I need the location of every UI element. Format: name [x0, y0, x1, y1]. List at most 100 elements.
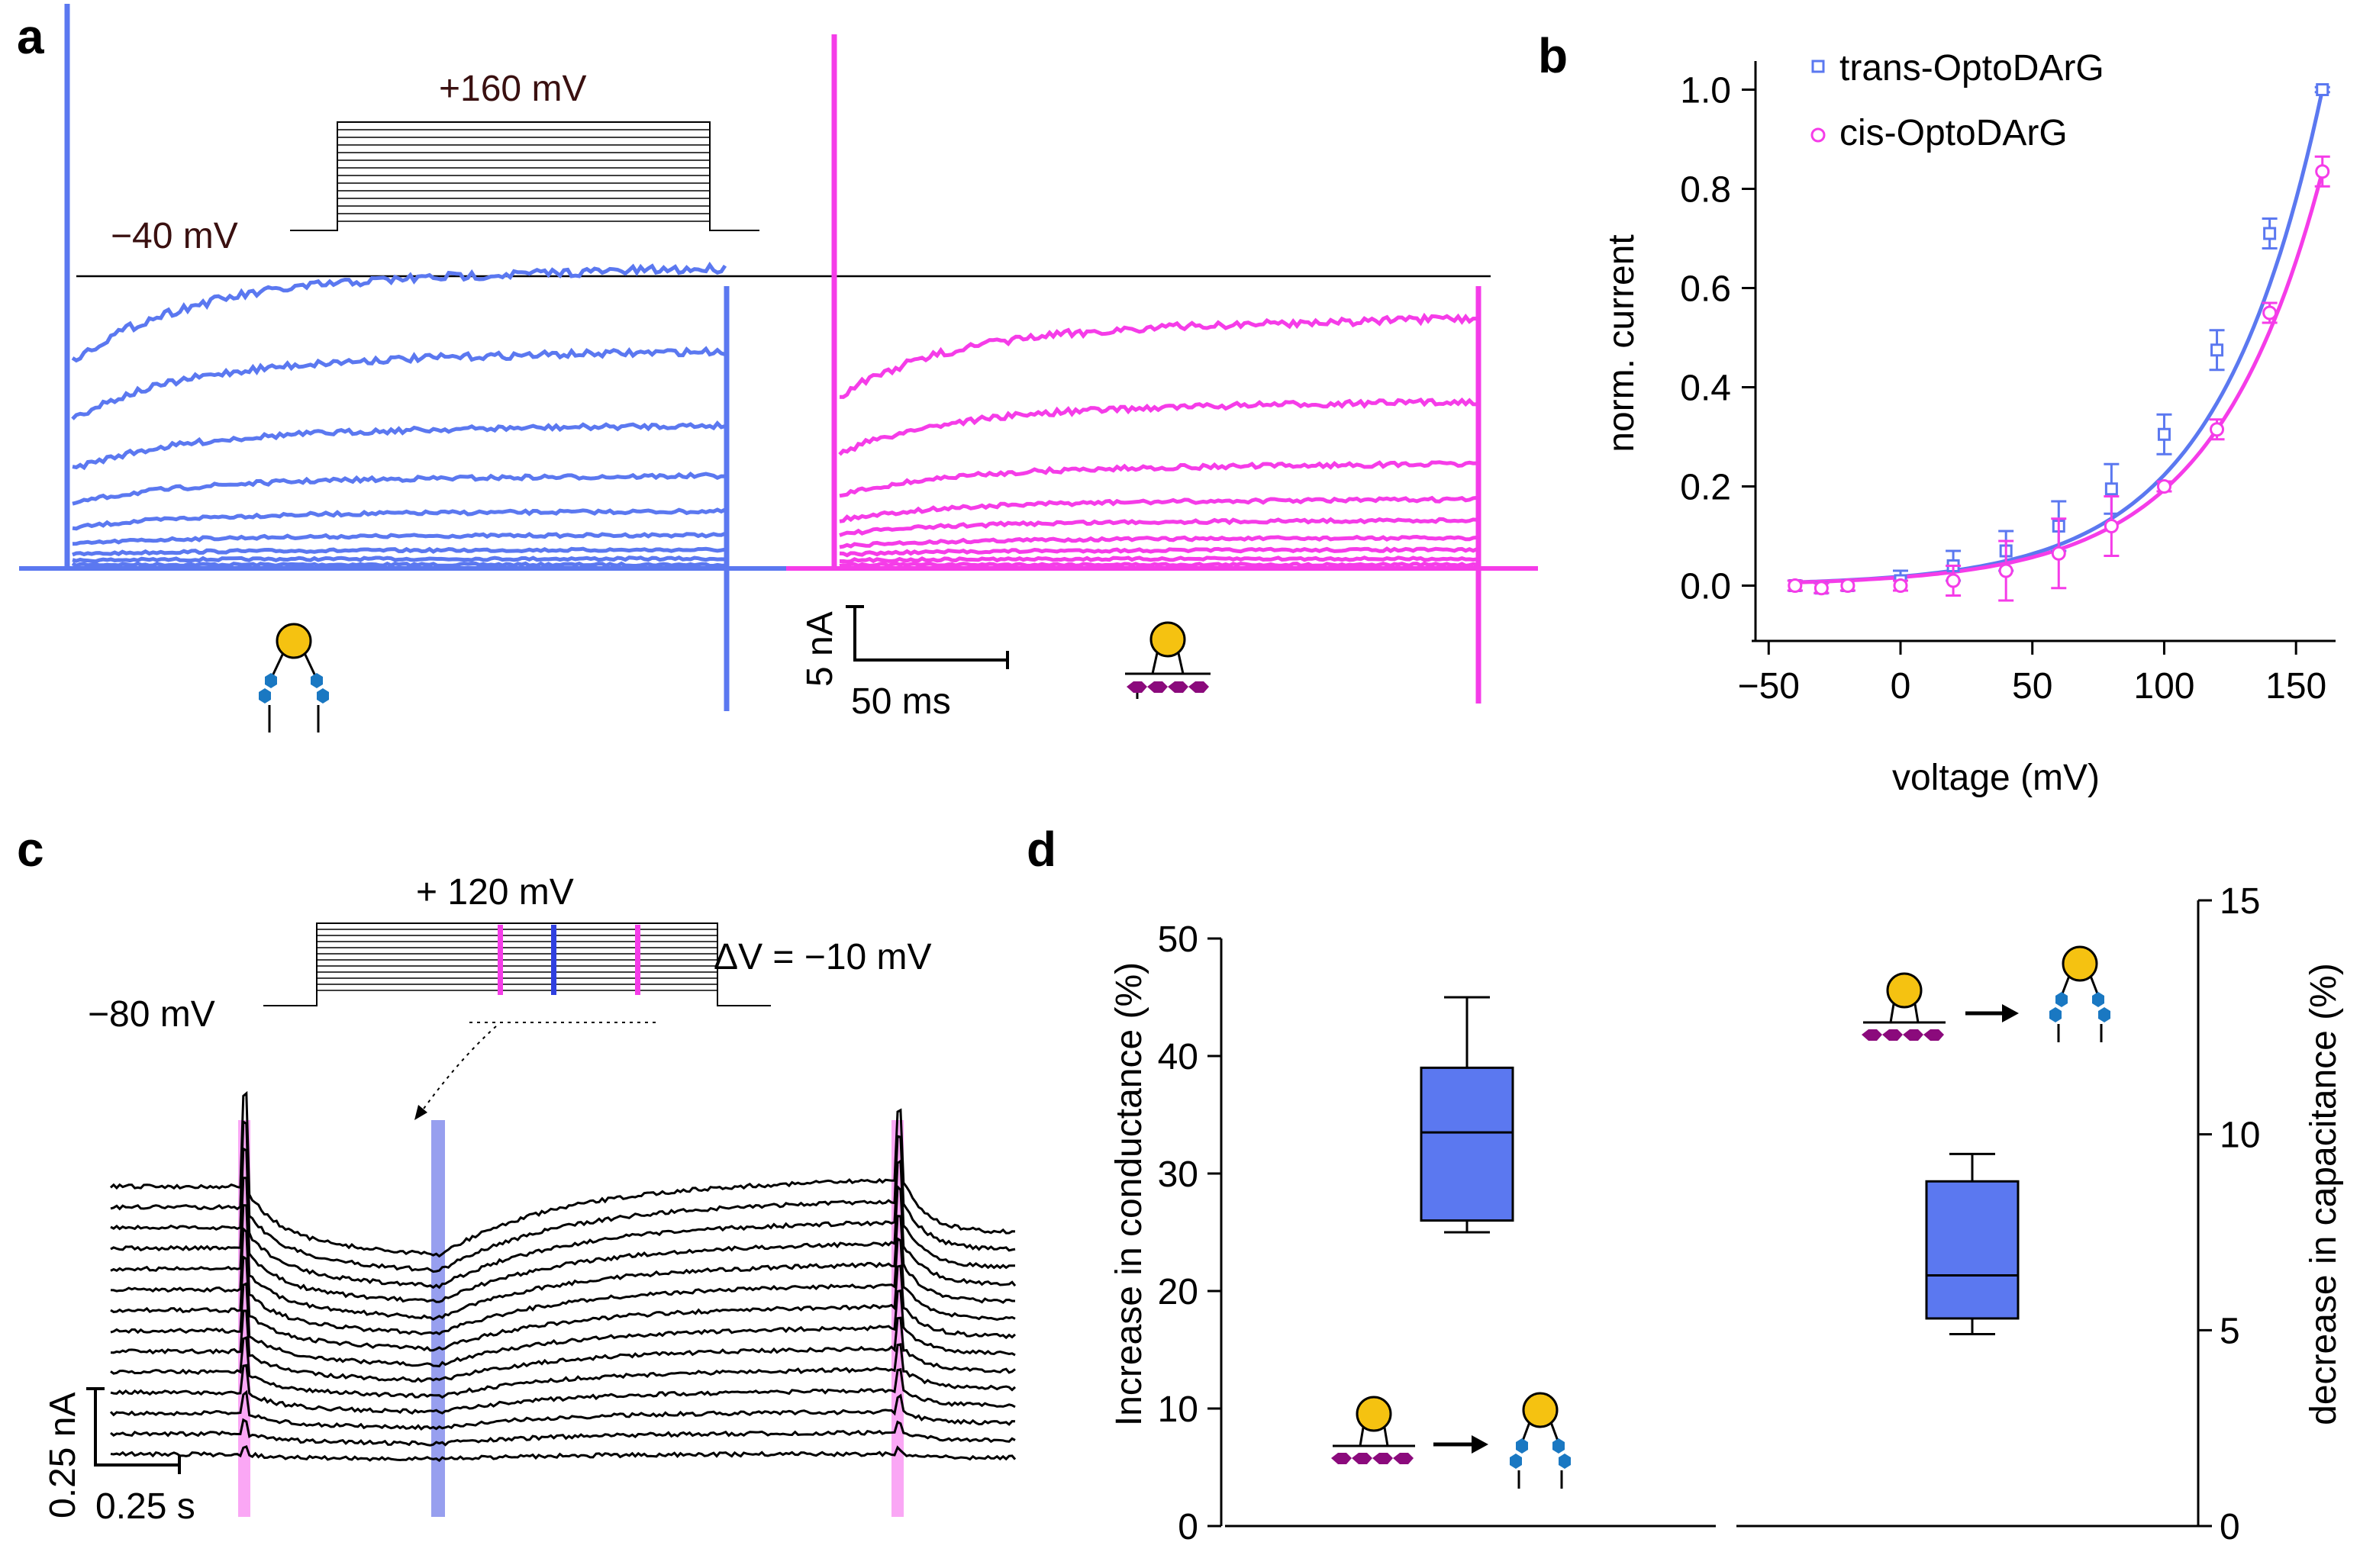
legend-b: trans-OptoDArG cis-OptoDArG [1810, 48, 2104, 153]
left-y-tick-label: 30 [1158, 1154, 1198, 1195]
panel-letter-c: c [17, 822, 44, 877]
data-point-cis [2210, 422, 2225, 437]
light-pulse-trans [431, 1120, 445, 1517]
x-tick-label: 50 [2012, 666, 2052, 707]
delta-v-label: ΔV = −10 mV [714, 937, 932, 977]
protocol-marker-trans [551, 925, 556, 995]
protocol-marker-cis-1 [498, 925, 503, 995]
y-tick-label: 0.8 [1680, 170, 1731, 211]
current-trace [839, 534, 1478, 549]
protocol-steps-a [337, 121, 710, 222]
y-tick-label: 1.0 [1680, 71, 1731, 111]
data-point-cis [2262, 305, 2278, 320]
current-trace [72, 471, 726, 506]
protocol-marker-cis-2 [635, 925, 640, 995]
zoom-arrow-head [414, 1105, 427, 1120]
right-y-axis-label-d: decrease in capacitance (%) [2304, 963, 2344, 1425]
voltage-protocol-c: + 120 mV −80 mV ΔV = −10 mV [88, 872, 932, 1120]
x-axis-label-b: voltage (mV) [1892, 758, 2100, 798]
capacitive-current-trace [110, 1444, 1017, 1463]
data-point-cis [1998, 563, 2013, 578]
right-y-tick-label: 0 [2220, 1507, 2240, 1547]
panel-letter-a: a [17, 9, 44, 64]
legend-label-cis: cis-OptoDArG [1839, 113, 2068, 153]
data-point-trans [2210, 343, 2224, 357]
x-tick-label: 100 [2133, 666, 2194, 707]
scale-current-label-a: 5 nA [800, 611, 840, 687]
trans-molecule-icon [259, 623, 329, 732]
left-y-tick-label: 10 [1158, 1389, 1198, 1430]
current-trace [72, 420, 726, 471]
axes-b [1752, 61, 2336, 642]
trans-current-traces [19, 4, 786, 711]
data-point-cis [2051, 546, 2066, 561]
panel-b: b −50 0 50 100 150 0.0 0.2 0.4 0.6 0.8 1.0 voltage… [1538, 28, 2336, 798]
data-point-trans [2316, 83, 2329, 96]
capacitive-current-trace [110, 1282, 1016, 1368]
protocol-top-label-a: +160 mV [439, 69, 586, 109]
right-y-tick-label: 10 [2220, 1116, 2260, 1156]
cis-to-trans-icon-1 [1331, 1392, 1571, 1489]
current-trace [839, 517, 1478, 537]
protocol-top-label-c: + 120 mV [416, 872, 574, 913]
scale-bar-c: 0.25 nA 0.25 s [43, 1387, 195, 1527]
scale-current-label-c: 0.25 nA [43, 1393, 83, 1518]
data-point-cis [1788, 578, 1803, 593]
right-y-tick-label: 5 [2220, 1311, 2240, 1351]
data-point-cis [1840, 578, 1855, 593]
data-point-trans [2104, 482, 2118, 496]
y-tick-label: 0.2 [1680, 468, 1731, 508]
voltage-protocol-a: +160 mV −40 mV [111, 69, 759, 256]
panel-a: a +160 mV −40 mV [17, 4, 1538, 732]
current-trace [839, 460, 1478, 498]
x-tick-label: −50 [1738, 666, 1800, 707]
left-y-tick-label: 40 [1158, 1037, 1198, 1077]
current-trace [71, 261, 727, 363]
current-trace [72, 546, 726, 557]
current-trace [839, 546, 1478, 558]
data-point-cis [2315, 164, 2330, 179]
current-trace [71, 346, 726, 420]
capacitive-current-trace [110, 1177, 1017, 1303]
box-plots-d [1420, 996, 2020, 1335]
current-trace [71, 561, 726, 568]
zoom-arrow [419, 1025, 497, 1115]
data-point-trans [2263, 227, 2277, 240]
protocol-hold-label-c: −80 mV [88, 994, 215, 1035]
current-trace [839, 555, 1478, 564]
panel-d: d 0 10 20 30 40 50 0 5 10 15 Increase in conducta… [1027, 822, 2344, 1547]
left-y-tick-label: 20 [1158, 1272, 1198, 1312]
capacitance-box [1925, 1180, 2020, 1320]
capacitive-current-trace [110, 1147, 1016, 1289]
cis-molecule-icon [1125, 621, 1211, 699]
capacitive-current-trace [110, 1204, 1015, 1321]
scale-bar-a: 5 nA 50 ms [800, 605, 1009, 722]
axes-d: 0 10 20 30 40 50 0 5 10 15 [1158, 881, 2261, 1547]
legend-marker-cis [1810, 127, 1826, 143]
y-tick-label: 0.6 [1680, 269, 1731, 310]
scale-time-label-c: 0.25 s [95, 1486, 195, 1527]
y-axis-label-b: norm. current [1601, 234, 1642, 452]
data-point-cis [1893, 578, 1908, 593]
current-trace [838, 397, 1478, 456]
legend-label-trans: trans-OptoDArG [1839, 48, 2104, 89]
legend-marker-trans [1811, 60, 1825, 73]
y-tick-label: 0.4 [1680, 369, 1731, 409]
capacitive-current-trace [110, 1364, 1016, 1415]
current-trace [839, 561, 1478, 568]
left-y-tick-label: 0 [1178, 1507, 1198, 1547]
protocol-steps-c [317, 922, 717, 991]
x-tick-label: 150 [2265, 666, 2326, 707]
right-y-tick-label: 15 [2220, 881, 2260, 922]
panel-letter-d: d [1027, 822, 1056, 877]
current-trace [839, 495, 1478, 523]
conductance-box [1420, 1066, 1514, 1222]
capacitive-current-trace [110, 1119, 1016, 1273]
panel-letter-b: b [1538, 28, 1568, 83]
data-point-trans [2157, 427, 2171, 441]
protocol-hold-label-a: −40 mV [111, 216, 238, 256]
ticks-b: −50 0 50 100 150 0.0 0.2 0.4 0.6 0.8 1.0 [1680, 71, 2326, 707]
current-trace [72, 555, 726, 564]
cis-to-trans-icon-2 [1862, 945, 2110, 1042]
